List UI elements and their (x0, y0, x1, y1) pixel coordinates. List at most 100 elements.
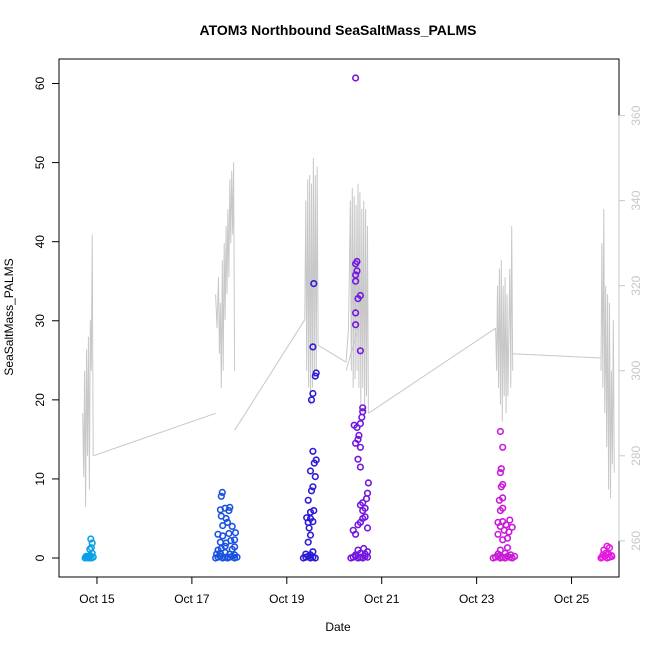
data-point (359, 408, 367, 416)
x-axis-label: Date (325, 620, 351, 634)
data-point (89, 553, 97, 561)
line-connector (234, 319, 306, 431)
data-point (309, 548, 317, 556)
data-point (306, 467, 315, 475)
y-axis: 0 10 20 30 40 50 60 (33, 77, 60, 561)
data-point (312, 456, 320, 464)
y2-tick-label: 340 (629, 190, 643, 210)
data-point (353, 267, 361, 275)
secondary-line-connectors (93, 319, 602, 457)
data-point (362, 495, 371, 503)
data-point (86, 545, 94, 553)
data-point (356, 291, 365, 300)
data-point (503, 544, 512, 552)
line-segment (345, 183, 369, 414)
data-point (226, 503, 234, 512)
data-point (359, 499, 367, 507)
x-tick-label: Oct 25 (554, 592, 590, 606)
data-point (352, 309, 360, 317)
data-point (356, 463, 365, 471)
y-tick-label: 10 (33, 472, 47, 486)
data-point (312, 369, 320, 377)
data-point (306, 531, 315, 539)
data-point (304, 538, 312, 546)
data-point (225, 529, 233, 538)
data-point (503, 534, 512, 542)
data-point (356, 443, 365, 451)
y2-tick-label: 300 (629, 360, 643, 380)
data-point (225, 507, 233, 515)
y2-tick-label: 260 (629, 531, 643, 551)
data-point (311, 554, 319, 562)
line-segment (215, 162, 236, 388)
secondary-line-series (82, 158, 615, 507)
data-point (361, 504, 369, 512)
data-point (309, 517, 317, 526)
line-connector (368, 327, 496, 414)
line-segment (304, 158, 319, 405)
data-point (497, 465, 505, 473)
y-tick-label: 50 (33, 156, 47, 170)
data-point (304, 496, 312, 504)
x-tick-label: Oct 17 (174, 592, 210, 606)
line-connector (345, 328, 359, 371)
data-point (87, 535, 95, 543)
data-point (311, 372, 319, 380)
data-point (309, 447, 317, 455)
data-point (303, 514, 311, 522)
data-point (359, 404, 367, 412)
data-point (350, 421, 358, 429)
data-point (499, 480, 507, 489)
data-point (219, 532, 227, 540)
data-point (499, 443, 507, 451)
y2-tick-label: 360 (629, 105, 643, 125)
data-point (307, 487, 316, 495)
data-point (494, 530, 502, 538)
data-point (311, 473, 319, 481)
line-connector (317, 344, 347, 363)
data-point (227, 536, 235, 545)
line-connector (512, 353, 602, 359)
chart-title: ATOM3 Northbound SeaSaltMass_PALMS (200, 22, 477, 38)
data-point (358, 413, 366, 421)
data-point (494, 518, 502, 527)
data-point (219, 521, 227, 530)
data-point (228, 522, 236, 531)
data-point (352, 74, 360, 82)
data-point (363, 524, 372, 532)
data-point (309, 343, 317, 351)
data-point (82, 552, 90, 561)
data-point (309, 389, 317, 398)
data-point (363, 489, 372, 497)
line-segment (82, 234, 94, 507)
data-point (354, 455, 362, 463)
data-point (502, 521, 510, 529)
data-point (364, 479, 373, 487)
y-tick-label: 60 (33, 77, 47, 91)
data-point (496, 427, 505, 436)
data-point (310, 507, 318, 515)
data-point (88, 539, 96, 547)
data-point (508, 523, 516, 531)
x-tick-label: Oct 21 (364, 592, 400, 606)
y-axis-label: SeaSaltMass_PALMS (2, 258, 16, 375)
data-point (510, 552, 519, 561)
data-point (310, 280, 318, 288)
line-connector (93, 412, 216, 457)
data-point (307, 396, 316, 404)
line-segment (600, 209, 615, 499)
data-point (305, 524, 313, 532)
data-point (496, 469, 505, 477)
x-axis: Oct 15 Oct 17 Oct 19 Oct 21 Oct 23 Oct 25 (79, 576, 590, 606)
data-point (603, 542, 611, 550)
data-point (507, 551, 515, 559)
data-point (231, 529, 240, 537)
data-point (499, 494, 507, 502)
data-point (218, 488, 226, 497)
data-point (222, 514, 230, 523)
data-point (231, 551, 239, 559)
y-tick-label: 30 (33, 314, 47, 328)
data-point (354, 435, 362, 444)
y-tick-label: 20 (33, 393, 47, 407)
